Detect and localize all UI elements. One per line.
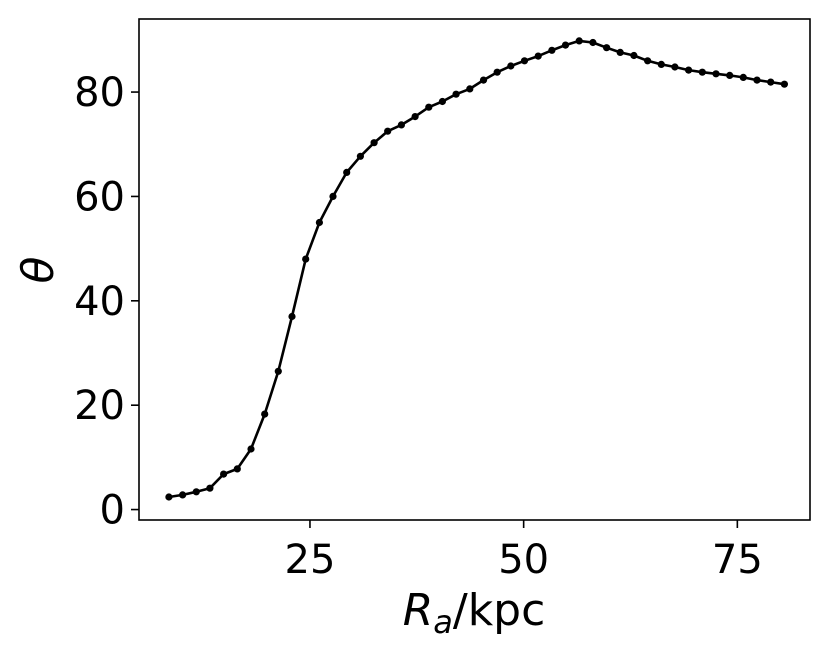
data-point — [302, 255, 310, 263]
data-point — [603, 44, 611, 52]
data-point — [548, 46, 556, 54]
data-point — [274, 367, 282, 375]
data-point — [425, 103, 433, 111]
data-point — [315, 218, 323, 227]
data-point — [288, 312, 296, 321]
data-point — [507, 62, 515, 70]
x-axis-label-main: R — [403, 585, 434, 636]
data-point — [452, 90, 460, 98]
data-point — [589, 38, 597, 47]
data-point — [616, 48, 624, 57]
data-point — [493, 68, 501, 76]
data-point — [780, 80, 789, 88]
data-point — [165, 493, 173, 501]
y-tick-label: 0 — [100, 488, 125, 534]
data-point — [644, 57, 652, 65]
x-tick-label: 50 — [498, 537, 549, 583]
data-point — [561, 41, 570, 49]
y-tick-label: 60 — [74, 174, 125, 220]
data-point — [712, 70, 720, 78]
data-point — [397, 121, 405, 129]
data-point — [657, 60, 665, 68]
plot-frame — [138, 18, 811, 521]
x-axis-label-sub: a — [433, 603, 453, 641]
y-ticks: 0 20 40 60 80 — [74, 70, 139, 534]
data-point — [479, 76, 488, 84]
x-tick-label: 75 — [712, 537, 763, 583]
data-point — [179, 491, 187, 499]
data-point — [534, 52, 542, 60]
data-point — [726, 71, 734, 79]
data-point — [343, 168, 351, 176]
x-axis-label: Ra/kpc — [403, 585, 546, 641]
data-point — [767, 78, 775, 86]
data-point — [630, 51, 638, 60]
data-point — [329, 192, 337, 200]
data-point — [466, 85, 474, 93]
data-point — [520, 57, 529, 65]
data-point — [247, 445, 255, 453]
data-points — [165, 37, 789, 501]
data-point — [261, 410, 269, 418]
data-point — [438, 97, 446, 106]
data-point — [411, 113, 419, 121]
data-point — [192, 488, 200, 496]
data-point — [384, 127, 392, 135]
y-axis-label: θ — [13, 256, 64, 283]
data-point — [671, 63, 679, 71]
x-axis-label-unit: /kpc — [453, 585, 545, 636]
data-point — [233, 465, 241, 473]
data-point — [370, 139, 378, 147]
data-point — [356, 152, 364, 160]
y-tick-label: 40 — [74, 279, 125, 325]
data-point — [685, 66, 693, 74]
y-tick-label: 20 — [74, 383, 125, 429]
data-point — [753, 76, 761, 84]
x-ticks: 25 50 75 — [285, 520, 763, 583]
series-line — [168, 39, 785, 499]
data-point — [220, 470, 228, 478]
y-tick-label: 80 — [74, 70, 125, 116]
data-point — [739, 73, 747, 81]
data-point — [575, 37, 583, 45]
data-point — [206, 484, 214, 492]
data-point — [698, 68, 706, 76]
x-tick-label: 25 — [285, 537, 336, 583]
